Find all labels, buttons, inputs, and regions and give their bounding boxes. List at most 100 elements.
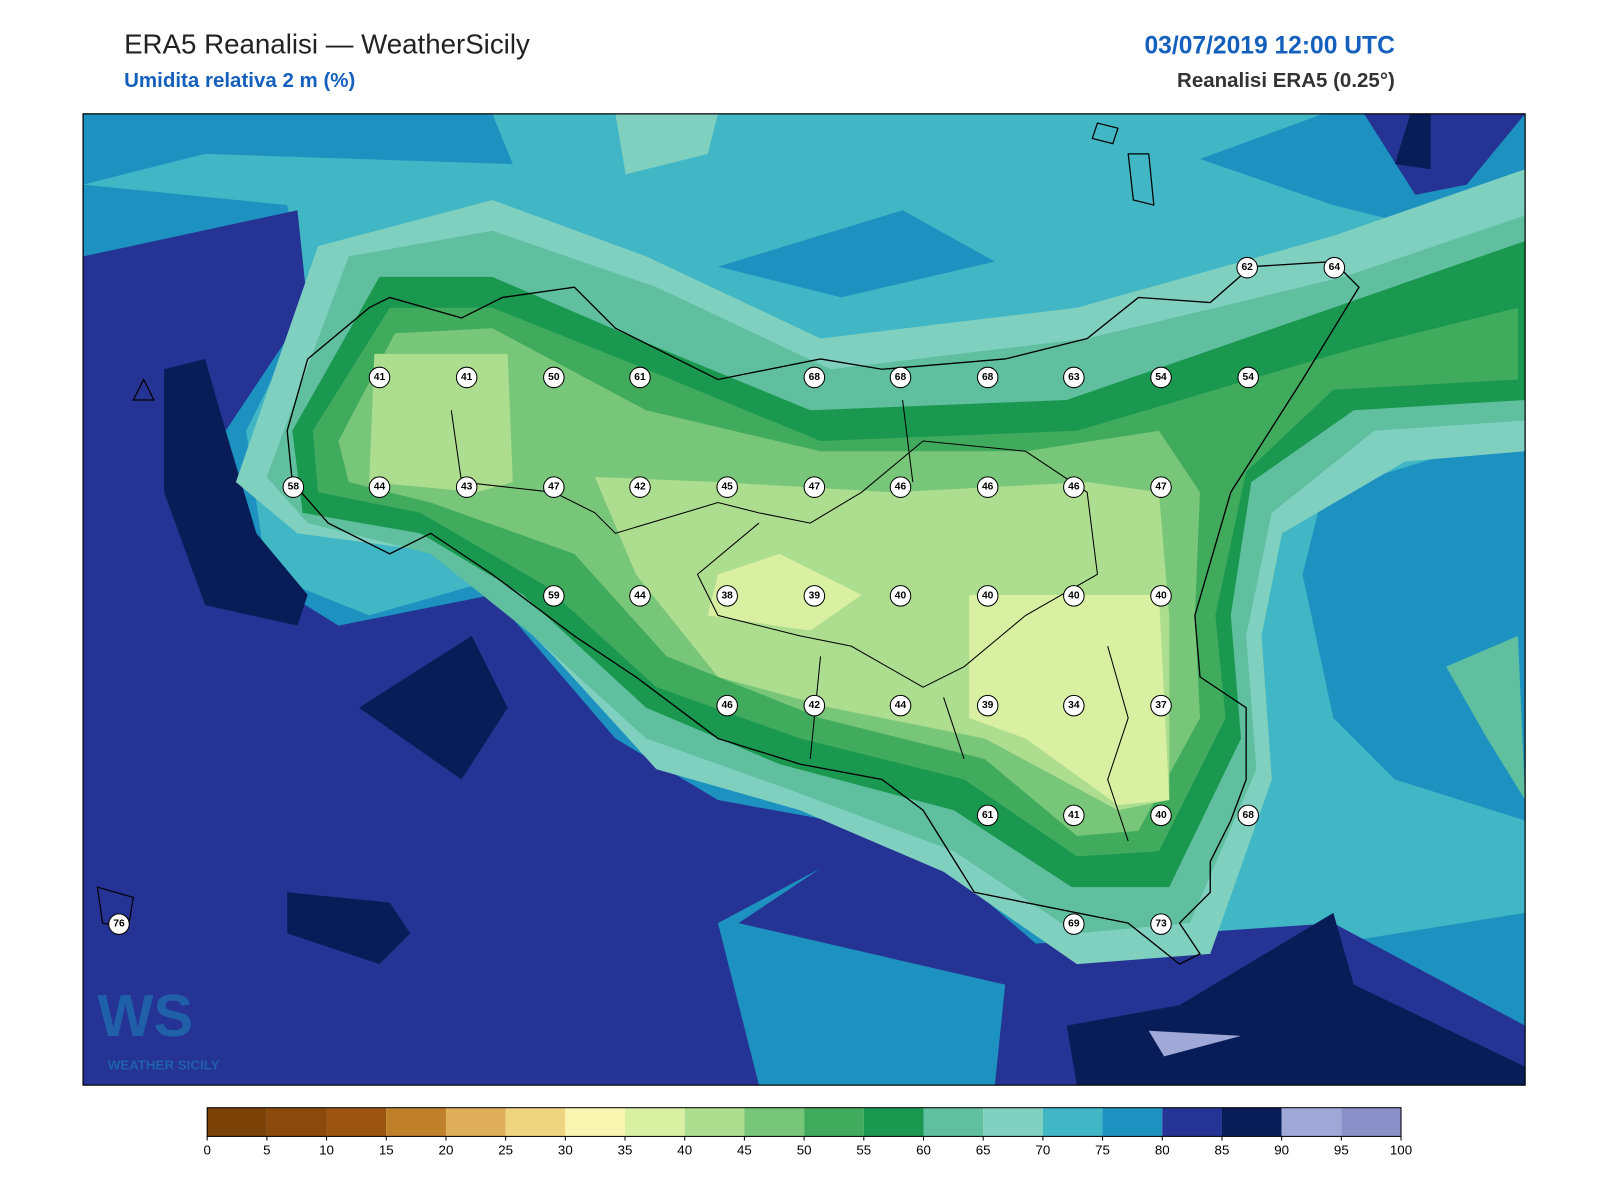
station-marker — [455, 476, 478, 498]
colorbar-swatch — [744, 1107, 805, 1137]
colorbar-tick-label: 90 — [1274, 1142, 1289, 1157]
station-value: 61 — [634, 372, 646, 383]
station-marker — [1150, 585, 1172, 607]
station-value: 44 — [895, 700, 907, 711]
station-marker — [1063, 476, 1085, 498]
colorbar-swatch — [266, 1107, 327, 1137]
station-value: 39 — [982, 700, 994, 711]
station-marker — [976, 804, 999, 827]
colorbar-swatch — [625, 1107, 685, 1137]
station-value: 46 — [895, 482, 907, 493]
colorbar-swatch — [684, 1107, 745, 1137]
colorbar-tick-label: 55 — [856, 1142, 871, 1157]
colorbar-tick-label: 30 — [558, 1142, 573, 1157]
station-marker — [543, 585, 565, 607]
station-marker — [889, 476, 912, 498]
station-value: 47 — [548, 482, 560, 493]
station-value: 40 — [1155, 590, 1167, 601]
station-marker — [889, 585, 912, 607]
station-marker — [803, 476, 826, 498]
colorbar-swatch — [445, 1107, 506, 1137]
station-marker — [543, 476, 565, 498]
station-value: 44 — [374, 482, 386, 493]
title: ERA5 Reanalisi — WeatherSicily — [124, 28, 530, 59]
logo-mark: WS — [97, 982, 193, 1049]
station-marker — [629, 585, 651, 607]
station-value: 40 — [982, 590, 994, 601]
colorbar-tick-label: 100 — [1390, 1142, 1412, 1157]
station-value: 41 — [374, 372, 386, 383]
station-value: 42 — [809, 700, 821, 711]
station-marker — [889, 694, 912, 717]
station-marker — [1150, 366, 1172, 389]
station-value: 40 — [1068, 590, 1080, 601]
station-marker — [629, 476, 651, 498]
colorbar-tick-label: 35 — [618, 1142, 633, 1157]
station-value: 61 — [982, 810, 994, 821]
station-marker — [716, 694, 738, 717]
colorbar-tick-label: 45 — [737, 1142, 752, 1157]
station-marker — [976, 585, 999, 607]
map-frame — [82, 113, 1526, 1086]
colorbar-tick-label: 70 — [1035, 1142, 1050, 1157]
station-marker — [803, 366, 826, 389]
station-marker — [1150, 804, 1172, 827]
colorbar-tick-label: 75 — [1095, 1142, 1110, 1157]
station-marker — [543, 366, 565, 389]
station-marker — [368, 476, 391, 498]
station-marker — [976, 366, 999, 389]
station-value: 68 — [1243, 810, 1255, 821]
station-value: 62 — [1241, 262, 1253, 273]
station-marker — [282, 476, 305, 498]
colorbar-swatch — [983, 1107, 1043, 1137]
logo-text: WEATHER SICILY — [108, 1058, 220, 1073]
colorbar: 0 5 10 15 20 25 30 35 40 45 50 55 60 65 70 75 80 85 90 95 10… — [203, 1107, 1412, 1157]
colorbar-swatch — [804, 1107, 864, 1137]
datetime: 03/07/2019 12:00 UTC — [1144, 32, 1395, 59]
station-value: 59 — [548, 590, 560, 601]
station-marker — [108, 913, 130, 935]
station-marker — [1063, 585, 1085, 607]
colorbar-tick-label: 95 — [1334, 1142, 1349, 1157]
station-marker — [455, 366, 478, 389]
colorbar-tick-label: 60 — [916, 1142, 931, 1157]
station-marker — [1063, 913, 1085, 935]
colorbar-swatch — [923, 1107, 984, 1137]
field: 41 41 50 61 68 68 68 63 54 54 62 64 58 44 43 47 42 45 47 46… — [83, 113, 1526, 1086]
station-marker — [803, 694, 826, 717]
station-value: 68 — [809, 372, 821, 383]
colorbar-swatch — [1221, 1107, 1282, 1137]
station-value: 76 — [113, 919, 125, 930]
station-marker — [976, 694, 999, 717]
station-marker — [1323, 256, 1346, 279]
station-marker — [716, 585, 738, 607]
colorbar-tick-label: 80 — [1155, 1142, 1170, 1157]
station-value: 47 — [809, 482, 821, 493]
colorbar-tick-label: 0 — [203, 1142, 210, 1157]
station-value: 39 — [809, 590, 821, 601]
colorbar-tick-label: 20 — [439, 1142, 454, 1157]
colorbar-swatch — [386, 1107, 446, 1137]
colorbar-tick-label: 40 — [677, 1142, 692, 1157]
station-value: 40 — [895, 590, 907, 601]
station-marker — [1063, 366, 1085, 389]
stations: 41 41 50 61 68 68 68 63 54 54 62 64 58 44 43 47 42 45 47 46… — [108, 256, 1346, 935]
station-marker — [1237, 366, 1259, 389]
station-value: 58 — [288, 482, 300, 493]
station-value: 68 — [982, 372, 994, 383]
station-value: 37 — [1155, 700, 1167, 711]
station-marker — [1063, 694, 1085, 717]
colorbar-tick-label: 15 — [379, 1142, 394, 1157]
colorbar-swatch — [1341, 1107, 1402, 1137]
station-value: 38 — [721, 590, 733, 601]
colorbar-swatch — [1162, 1107, 1222, 1137]
colorbar-tick-label: 5 — [263, 1142, 270, 1157]
colorbar-swatch — [863, 1107, 924, 1137]
colorbar-swatch — [1042, 1107, 1103, 1137]
colorbar-swatch — [1102, 1107, 1163, 1137]
station-marker — [1150, 913, 1172, 935]
station-value: 41 — [461, 372, 473, 383]
colorbar-swatch — [207, 1107, 267, 1137]
station-marker — [1063, 804, 1085, 827]
